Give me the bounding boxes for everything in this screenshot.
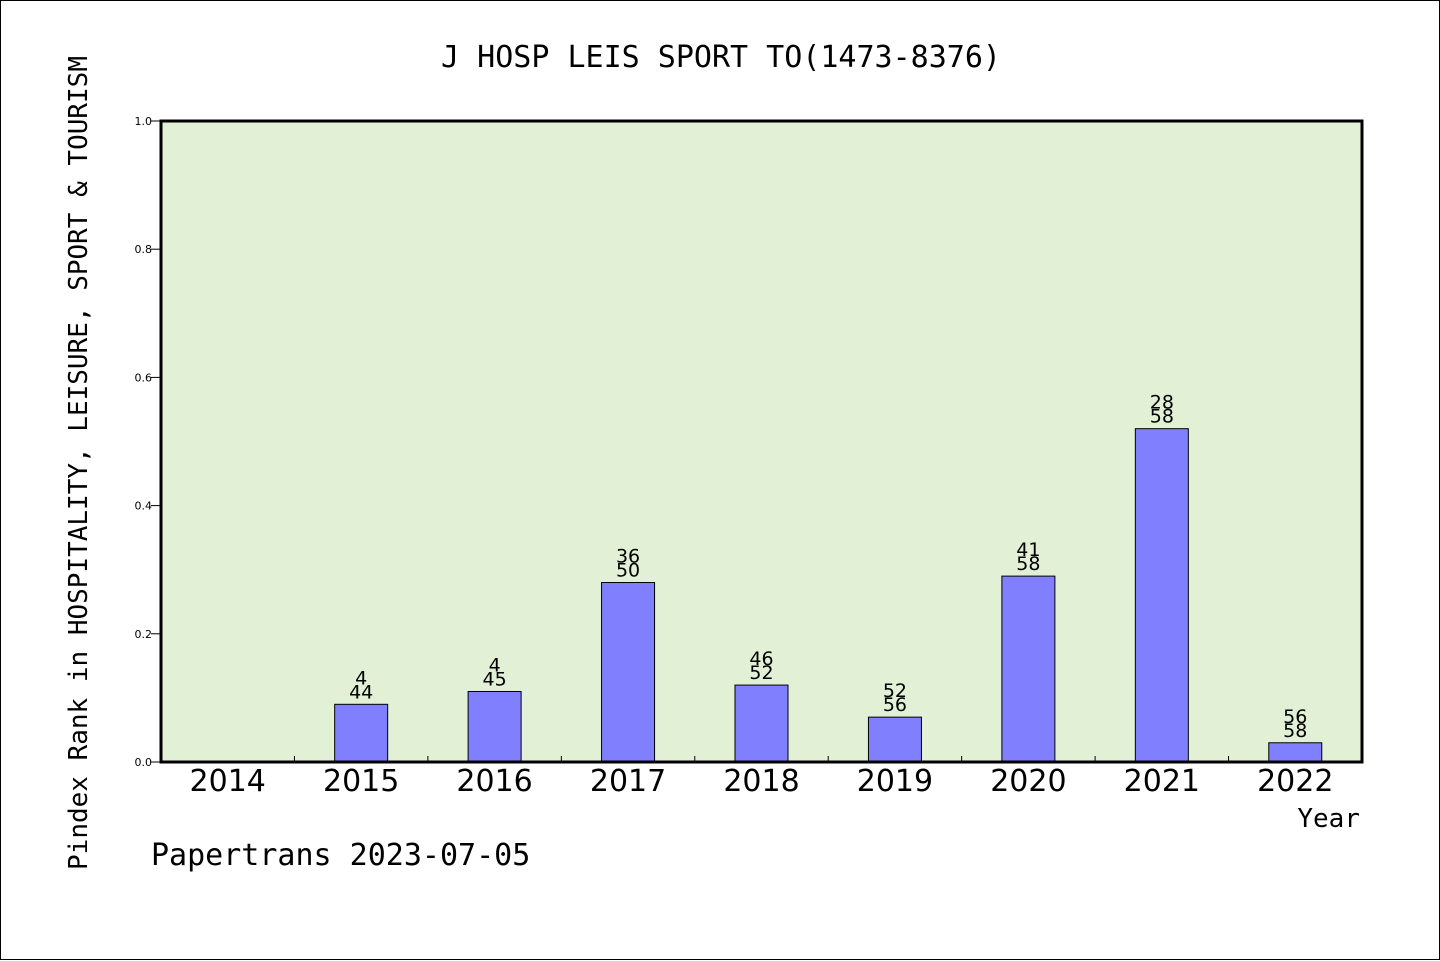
y-axis-ticks: 0.0 0.2 0.4 0.6 0.8 1.0 (135, 115, 161, 769)
bar-label-bottom: 52 (749, 662, 773, 684)
bar-label-top: 46 (749, 648, 773, 670)
bar-label-bottom: 44 (349, 681, 373, 703)
bar-label-bottom: 50 (616, 560, 640, 582)
x-tick-label: 2016 (456, 764, 532, 799)
y-tick-label: 0.8 (135, 243, 153, 256)
bars-group (334, 428, 1323, 763)
bar-label-bottom: 58 (1150, 406, 1174, 428)
bar (601, 582, 656, 763)
x-tick-label: 2021 (1124, 764, 1200, 799)
x-tick-label: 2017 (590, 764, 666, 799)
bar-label-top: 4 (489, 654, 501, 676)
bar (1001, 575, 1056, 763)
bar (1268, 742, 1323, 763)
x-tick-label: 2018 (723, 764, 799, 799)
bar (467, 690, 522, 763)
plot-border (159, 119, 1364, 764)
x-tick-label: 2014 (190, 764, 266, 799)
bar (734, 684, 789, 763)
bar-label-top: 56 (1283, 706, 1307, 728)
x-tick-label: 2019 (857, 764, 933, 799)
chart-title: J HOSP LEIS SPORT TO(1473-8376) (441, 40, 1001, 75)
y-tick-label: 0.4 (135, 500, 153, 513)
y-tick-label: 0.6 (135, 371, 153, 384)
footer-text: Papertrans 2023-07-05 (151, 838, 530, 873)
y-tick-label: 0.2 (135, 628, 153, 641)
bar (867, 716, 922, 763)
y-tick-label: 0.0 (135, 756, 153, 769)
y-axis-label: Pindex Rank in HOSPITALITY, LEISURE, SPO… (64, 56, 94, 870)
bar-label-bottom: 56 (883, 694, 907, 716)
bar-label-top: 28 (1150, 392, 1174, 414)
x-tick-label: 2015 (323, 764, 399, 799)
x-axis-label: Year (1297, 804, 1360, 834)
x-axis-ticks: 2014 2015 2016 2017 2018 2019 2020 2021 2022 (190, 756, 1333, 799)
bar-label-bottom: 58 (1283, 720, 1307, 742)
bar-label-top: 36 (616, 546, 640, 568)
x-tick-label: 2022 (1257, 764, 1333, 799)
bar-label-bottom: 45 (483, 668, 507, 690)
bar-label-top: 4 (355, 667, 367, 689)
bar-label-top: 52 (883, 680, 907, 702)
x-tick-label: 2020 (990, 764, 1066, 799)
bar-label-bottom: 58 (1016, 553, 1040, 575)
bar (334, 703, 389, 763)
bar-label-top: 41 (1016, 539, 1040, 561)
bar (1134, 428, 1189, 763)
y-tick-label: 1.0 (135, 115, 153, 128)
